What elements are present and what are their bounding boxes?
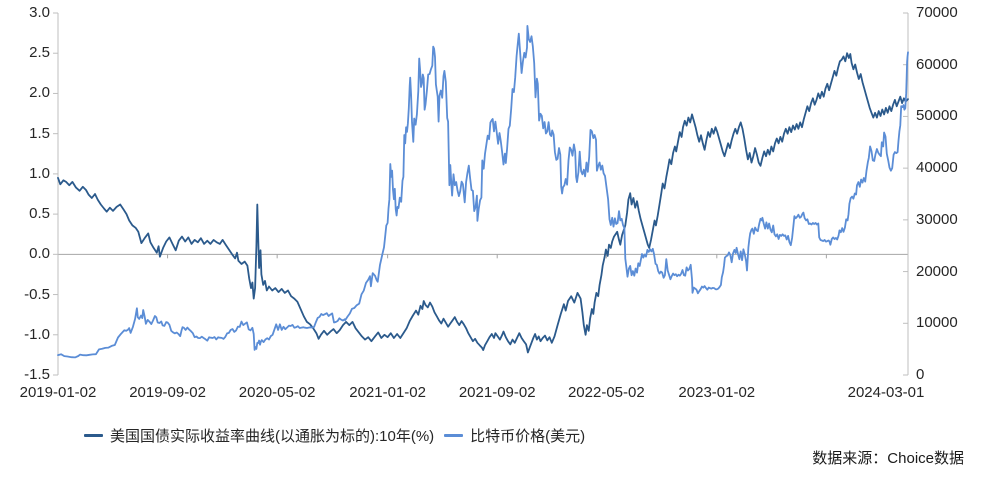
legend-item-btc: 比特币价格(美元) — [444, 425, 585, 446]
x-axis-label: 2023-01-02 — [678, 384, 756, 401]
right-axis-label: 60000 — [916, 55, 958, 73]
left-axis-label: -1.0 — [24, 325, 50, 343]
right-axis-label: 0 — [916, 366, 925, 383]
right-axis-label: 30000 — [916, 210, 958, 228]
left-axis-label: -0.5 — [24, 285, 50, 303]
left-axis-label: 0.0 — [29, 245, 50, 263]
series-line-1 — [57, 24, 909, 359]
left-axis-label: 2.5 — [29, 44, 50, 62]
yield-line-marker-icon — [84, 434, 103, 437]
right-axis-label: 10000 — [916, 314, 958, 332]
data-source-note: 数据来源：Choice数据 — [812, 450, 964, 467]
x-axis-label: 2021-01-02 — [349, 384, 426, 401]
left-axis-label: 1.0 — [29, 164, 50, 182]
x-axis-label: 2019-01-02 — [19, 384, 97, 401]
left-axis-label: -1.5 — [24, 366, 50, 383]
left-axis-label: 0.5 — [29, 205, 50, 223]
right-axis-label: 70000 — [916, 4, 958, 21]
x-axis-label: 2020-05-02 — [238, 384, 316, 401]
left-axis-label: 1.5 — [29, 124, 50, 142]
x-axis-label: 2024-03-01 — [847, 384, 925, 401]
right-axis-label: 20000 — [916, 262, 958, 280]
x-axis-label: 2019-09-02 — [129, 384, 206, 401]
right-axis-label: 40000 — [916, 159, 958, 177]
legend-item-yield: 美国国债实际收益率曲线(以通胀为标的):10年(%) — [84, 425, 434, 446]
left-axis-label: 3.0 — [29, 4, 50, 21]
legend-label-btc: 比特币价格(美元) — [470, 428, 586, 445]
right-axis-label: 50000 — [916, 107, 958, 125]
legend: 美国国债实际收益率曲线(以通胀为标的):10年(%) 比特币价格(美元) — [84, 425, 585, 446]
left-axis-label: 2.0 — [29, 84, 50, 102]
x-axis-label: 2022-05-02 — [567, 384, 645, 401]
legend-label-yield: 美国国债实际收益率曲线(以通胀为标的):10年(%) — [110, 428, 435, 445]
series-line-0 — [57, 52, 909, 354]
btc-line-marker-icon — [444, 434, 464, 437]
x-axis-label: 2021-09-02 — [458, 384, 536, 401]
